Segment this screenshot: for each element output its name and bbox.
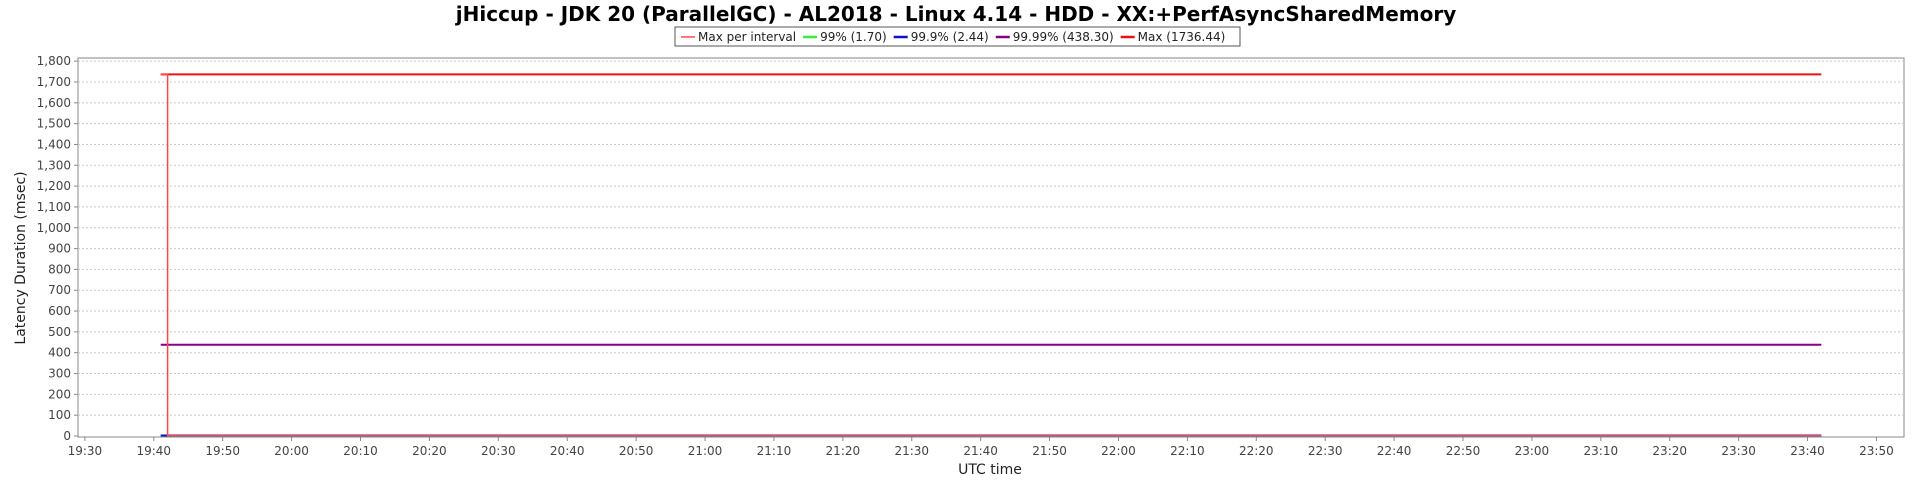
x-tick-label: 22:30 [1308,444,1343,458]
y-axis-label: Latency Duration (msec) [13,171,29,344]
x-tick-label: 19:40 [136,444,171,458]
x-tick-label: 20:00 [274,444,309,458]
x-tick-label: 22:10 [1170,444,1205,458]
y-tick-label: 400 [48,346,71,360]
x-tick-label: 22:20 [1239,444,1274,458]
y-tick-label: 800 [48,262,71,276]
legend-label: 99.9% (2.44) [911,30,989,44]
y-tick-label: 1,200 [37,179,71,193]
x-tick-label: 23:20 [1652,444,1687,458]
y-tick-label: 1,000 [37,221,71,235]
series-line [160,73,1822,437]
legend-label: 99.99% (438.30) [1013,30,1114,44]
x-tick-label: 23:00 [1515,444,1550,458]
x-tick-label: 22:50 [1446,444,1481,458]
y-tick-label: 1,700 [37,75,71,89]
legend-label: Max (1736.44) [1138,30,1226,44]
legend-label: 99% (1.70) [820,30,887,44]
x-tick-label: 23:50 [1859,444,1894,458]
x-tick-label: 22:00 [1101,444,1136,458]
y-tick-label: 300 [48,367,71,381]
x-tick-label: 20:40 [550,444,585,458]
x-tick-label: 21:10 [757,444,792,458]
y-tick-label: 900 [48,242,71,256]
y-tick-label: 1,600 [37,96,71,110]
y-tick-label: 1,100 [37,200,71,214]
x-tick-label: 21:20 [826,444,861,458]
x-tick-label: 21:40 [963,444,998,458]
y-tick-label: 500 [48,325,71,339]
x-axis-label: UTC time [958,462,1022,478]
legend-box [674,26,1241,47]
y-tick-label: 1,500 [37,117,71,131]
legend: Max per interval 99% (1.70) 99.9% (2.44) 99… [674,26,1241,47]
x-tick-label: 20:10 [343,444,378,458]
x-tick-label: 19:50 [205,444,240,458]
x-tick-label: 20:50 [619,444,654,458]
y-tick-label: 600 [48,304,71,318]
x-tick-label: 23:40 [1790,444,1825,458]
y-tick-label: 1,300 [37,158,71,172]
x-tick-label: 20:20 [412,444,447,458]
y-tick-label: 0 [63,429,71,443]
x-tick-label: 21:30 [894,444,929,458]
plot-area [77,57,1905,438]
y-tick-label: 1,400 [37,137,71,151]
x-tick-label: 21:50 [1032,444,1067,458]
x-tick-label: 23:30 [1721,444,1756,458]
y-tick-label: 700 [48,283,71,297]
x-tick-label: 22:40 [1377,444,1412,458]
legend-label: Max per interval [698,30,796,44]
y-tick-label: 200 [48,387,71,401]
x-tick-label: 23:10 [1584,444,1619,458]
x-tick-label: 20:30 [481,444,516,458]
y-tick-label: 1,800 [37,54,71,68]
y-tick-label: 100 [48,408,71,422]
x-tick-label: 19:30 [68,444,103,458]
x-tick-label: 21:00 [688,444,723,458]
chart-title: jHiccup - JDK 20 (ParallelGC) - AL2018 -… [455,2,1456,26]
